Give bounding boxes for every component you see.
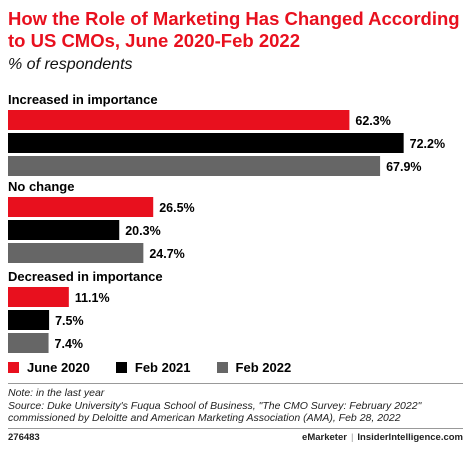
legend-item-june-2020: June 2020 <box>8 360 90 375</box>
legend-swatch-feb-2022 <box>216 361 228 373</box>
legend-label-june-2020: June 2020 <box>27 359 90 375</box>
bar-increased-in-importance-feb-2022 <box>8 156 381 176</box>
divider-top <box>8 383 463 384</box>
data-label-increased-in-importance-june-2020: 62.3% <box>355 114 390 128</box>
legend: June 2020 Feb 2021 Feb 2022 <box>8 357 317 377</box>
category-label-increased-in-importance: Increased in importance <box>8 92 158 107</box>
footer: 276483 eMarketer | InsiderIntelligence.com <box>8 432 463 443</box>
data-label-decreased-in-importance-june-2020: 11.1% <box>75 291 110 305</box>
source-text: Source: Duke University's Fuqua School o… <box>8 399 422 425</box>
data-label-increased-in-importance-feb-2021: 72.2% <box>410 137 445 151</box>
data-label-decreased-in-importance-feb-2021: 7.5% <box>55 314 84 328</box>
chart-title: How the Role of Marketing Has Changed Ac… <box>8 8 460 51</box>
bar-no-change-june-2020 <box>8 197 154 217</box>
bar-decreased-in-importance-feb-2021 <box>8 310 50 330</box>
legend-swatch-feb-2021 <box>115 361 127 373</box>
site-name: InsiderIntelligence.com <box>357 432 463 443</box>
bar-decreased-in-importance-june-2020 <box>8 287 69 307</box>
data-label-no-change-feb-2022: 24.7% <box>149 247 184 261</box>
chart-id: 276483 <box>8 432 40 443</box>
divider-bottom <box>8 428 463 429</box>
bar-decreased-in-importance-feb-2022 <box>8 333 49 353</box>
chart-note: Note: in the last year Source: Duke Univ… <box>8 387 463 425</box>
legend-item-feb-2022: Feb 2022 <box>216 359 292 375</box>
bar-no-change-feb-2022 <box>8 243 144 263</box>
bar-no-change-feb-2021 <box>8 220 120 240</box>
note-text: Note: in the last year <box>8 387 105 399</box>
legend-label-feb-2022: Feb 2022 <box>235 359 292 375</box>
footer-credits: eMarketer | InsiderIntelligence.com <box>302 432 463 443</box>
chart-subtitle: % of respondents <box>8 56 133 73</box>
bar-increased-in-importance-feb-2021 <box>8 133 404 153</box>
bar-increased-in-importance-june-2020 <box>8 110 350 130</box>
category-label-decreased-in-importance: Decreased in importance <box>8 269 163 284</box>
data-label-no-change-feb-2021: 20.3% <box>125 224 160 238</box>
brand-name: eMarketer <box>302 432 347 443</box>
legend-item-feb-2021: Feb 2021 <box>115 359 191 375</box>
category-label-no-change: No change <box>8 179 74 194</box>
data-label-increased-in-importance-feb-2022: 67.9% <box>386 160 421 174</box>
data-label-decreased-in-importance-feb-2022: 7.4% <box>55 337 84 351</box>
legend-swatch-june-2020 <box>8 361 19 373</box>
legend-label-feb-2021: Feb 2021 <box>134 359 191 375</box>
bar-chart: Increased in importance 62.3% 72.2% 67.9% No… <box>8 92 445 353</box>
data-label-no-change-june-2020: 26.5% <box>159 201 194 215</box>
footer-divider: | <box>350 432 354 443</box>
